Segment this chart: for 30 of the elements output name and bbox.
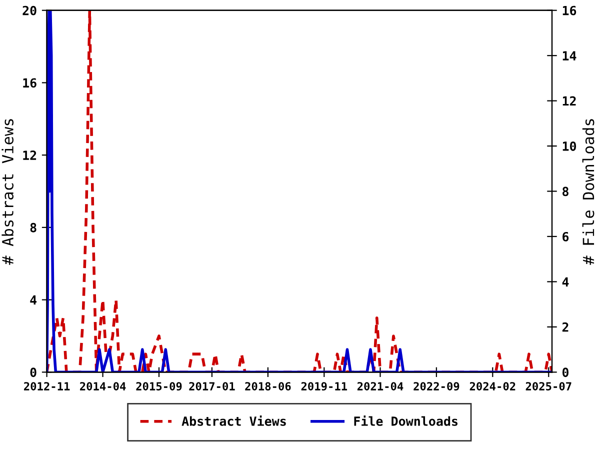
y2-tick-label: 16 <box>562 6 576 16</box>
y2-tick-label: 2 <box>562 322 568 332</box>
y2-tick-label: 0 <box>562 368 568 378</box>
y2-tick-label: 12 <box>562 96 576 106</box>
x-tick-label: 2012-11 <box>24 382 70 390</box>
y2-axis-title: # File Downloads <box>582 119 594 265</box>
y-tick-label: 12 <box>23 150 36 160</box>
y-tick-label: 0 <box>30 368 36 378</box>
y2-tick-label: 14 <box>562 51 576 60</box>
y2-tick-label: 4 <box>562 277 569 286</box>
line-series <box>46 10 552 372</box>
y2-tick-label: 6 <box>562 232 569 242</box>
x-tick-label: 2025-07 <box>526 382 572 390</box>
y2-tick-label: 10 <box>562 141 576 151</box>
y-tick-label: 8 <box>30 222 36 232</box>
x-tick-label: 2024-02 <box>470 382 516 390</box>
x-tick-label: 2018-06 <box>245 382 291 390</box>
y-tick-label: 16 <box>23 78 36 88</box>
x-tick-label: 2015-09 <box>136 382 182 391</box>
x-tick-label: 2019-11 <box>301 382 348 391</box>
x-tick-label: 2017-01 <box>189 382 235 390</box>
y2-tick-label: 8 <box>562 186 568 196</box>
y-tick-label: 20 <box>22 6 36 16</box>
legend-label: Abstract Views <box>182 416 286 426</box>
y-tick-label: 4 <box>30 295 37 305</box>
legend-label: File Downloads <box>354 416 458 426</box>
x-tick-label: 2014-04 <box>80 382 126 390</box>
y-axis-title: # Abstract Views <box>2 119 14 265</box>
x-tick-label: 2021-04 <box>357 382 404 390</box>
x-tick-label: 2022-09 <box>414 382 460 391</box>
